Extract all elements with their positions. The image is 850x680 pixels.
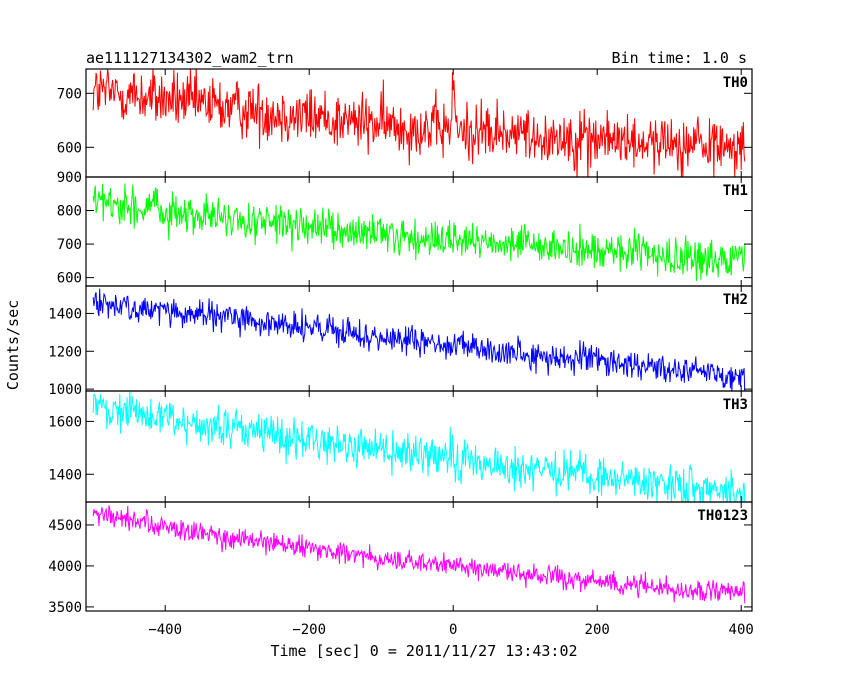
y-tick-label: 1600 [48, 414, 82, 430]
x-axis-tick-labels: −400 −200 0 200 400 [148, 622, 754, 638]
panel-label-th3: TH3 [723, 397, 748, 413]
y-tick-label: 700 [57, 237, 82, 253]
y-tick-label: 600 [57, 140, 82, 156]
panels: 600700TH0600700800900TH1100012001400TH21… [48, 68, 753, 616]
y-tick-label: 800 [57, 204, 82, 220]
y-tick-label: 700 [57, 86, 82, 102]
x-tick-label: 400 [729, 622, 754, 638]
series-line-th0123 [92, 505, 746, 604]
panel-th1: 600 700 800 900 TH1 [57, 170, 753, 287]
series-line-th3 [92, 391, 746, 502]
y-tick-label: 1200 [48, 344, 82, 360]
y-tick-label: 4000 [48, 559, 82, 575]
bin-time-label: Bin time: 1.0 s [612, 49, 747, 67]
panel-frame [85, 68, 753, 178]
y-axis-label: Counts/sec [4, 300, 22, 390]
x-axis-label: Time [sec] 0 = 2011/11/27 13:43:02 [270, 642, 577, 660]
y-tick-label: 600 [57, 271, 82, 287]
panel-frame [85, 285, 753, 392]
y-tick-label: 4500 [48, 518, 82, 534]
y-tick-label: 900 [57, 170, 82, 186]
panel-th2: 1000 1200 1400 TH2 [48, 285, 753, 398]
panel-label-th2: TH2 [723, 292, 748, 308]
series-line-th1 [92, 183, 746, 281]
x-tick-label: −200 [292, 622, 326, 638]
y-tick-label: 1400 [48, 306, 82, 322]
panel-label-th0123: TH0123 [697, 508, 748, 524]
panel-th3: 1400 1600 TH3 [48, 390, 753, 503]
x-tick-label: −400 [148, 622, 182, 638]
panel-frame [85, 501, 753, 612]
y-tick-label: 3500 [48, 600, 82, 616]
panel-frame [85, 176, 753, 287]
x-tick-label: 200 [585, 622, 610, 638]
panel-th0123: 3500 4000 4500 TH0123 [48, 501, 753, 616]
series-line-th0 [92, 69, 746, 177]
y-tick-label: 1000 [48, 382, 82, 398]
panel-label-th1: TH1 [723, 183, 748, 199]
chart-title: ae111127134302_wam2_trn [86, 49, 294, 67]
panel-th0: 600 700 TH0 [57, 68, 753, 178]
x-tick-label: 0 [449, 622, 457, 638]
panel-label-th0: TH0 [723, 75, 748, 91]
y-tick-label: 1400 [48, 467, 82, 483]
series-line-th2 [92, 288, 746, 391]
